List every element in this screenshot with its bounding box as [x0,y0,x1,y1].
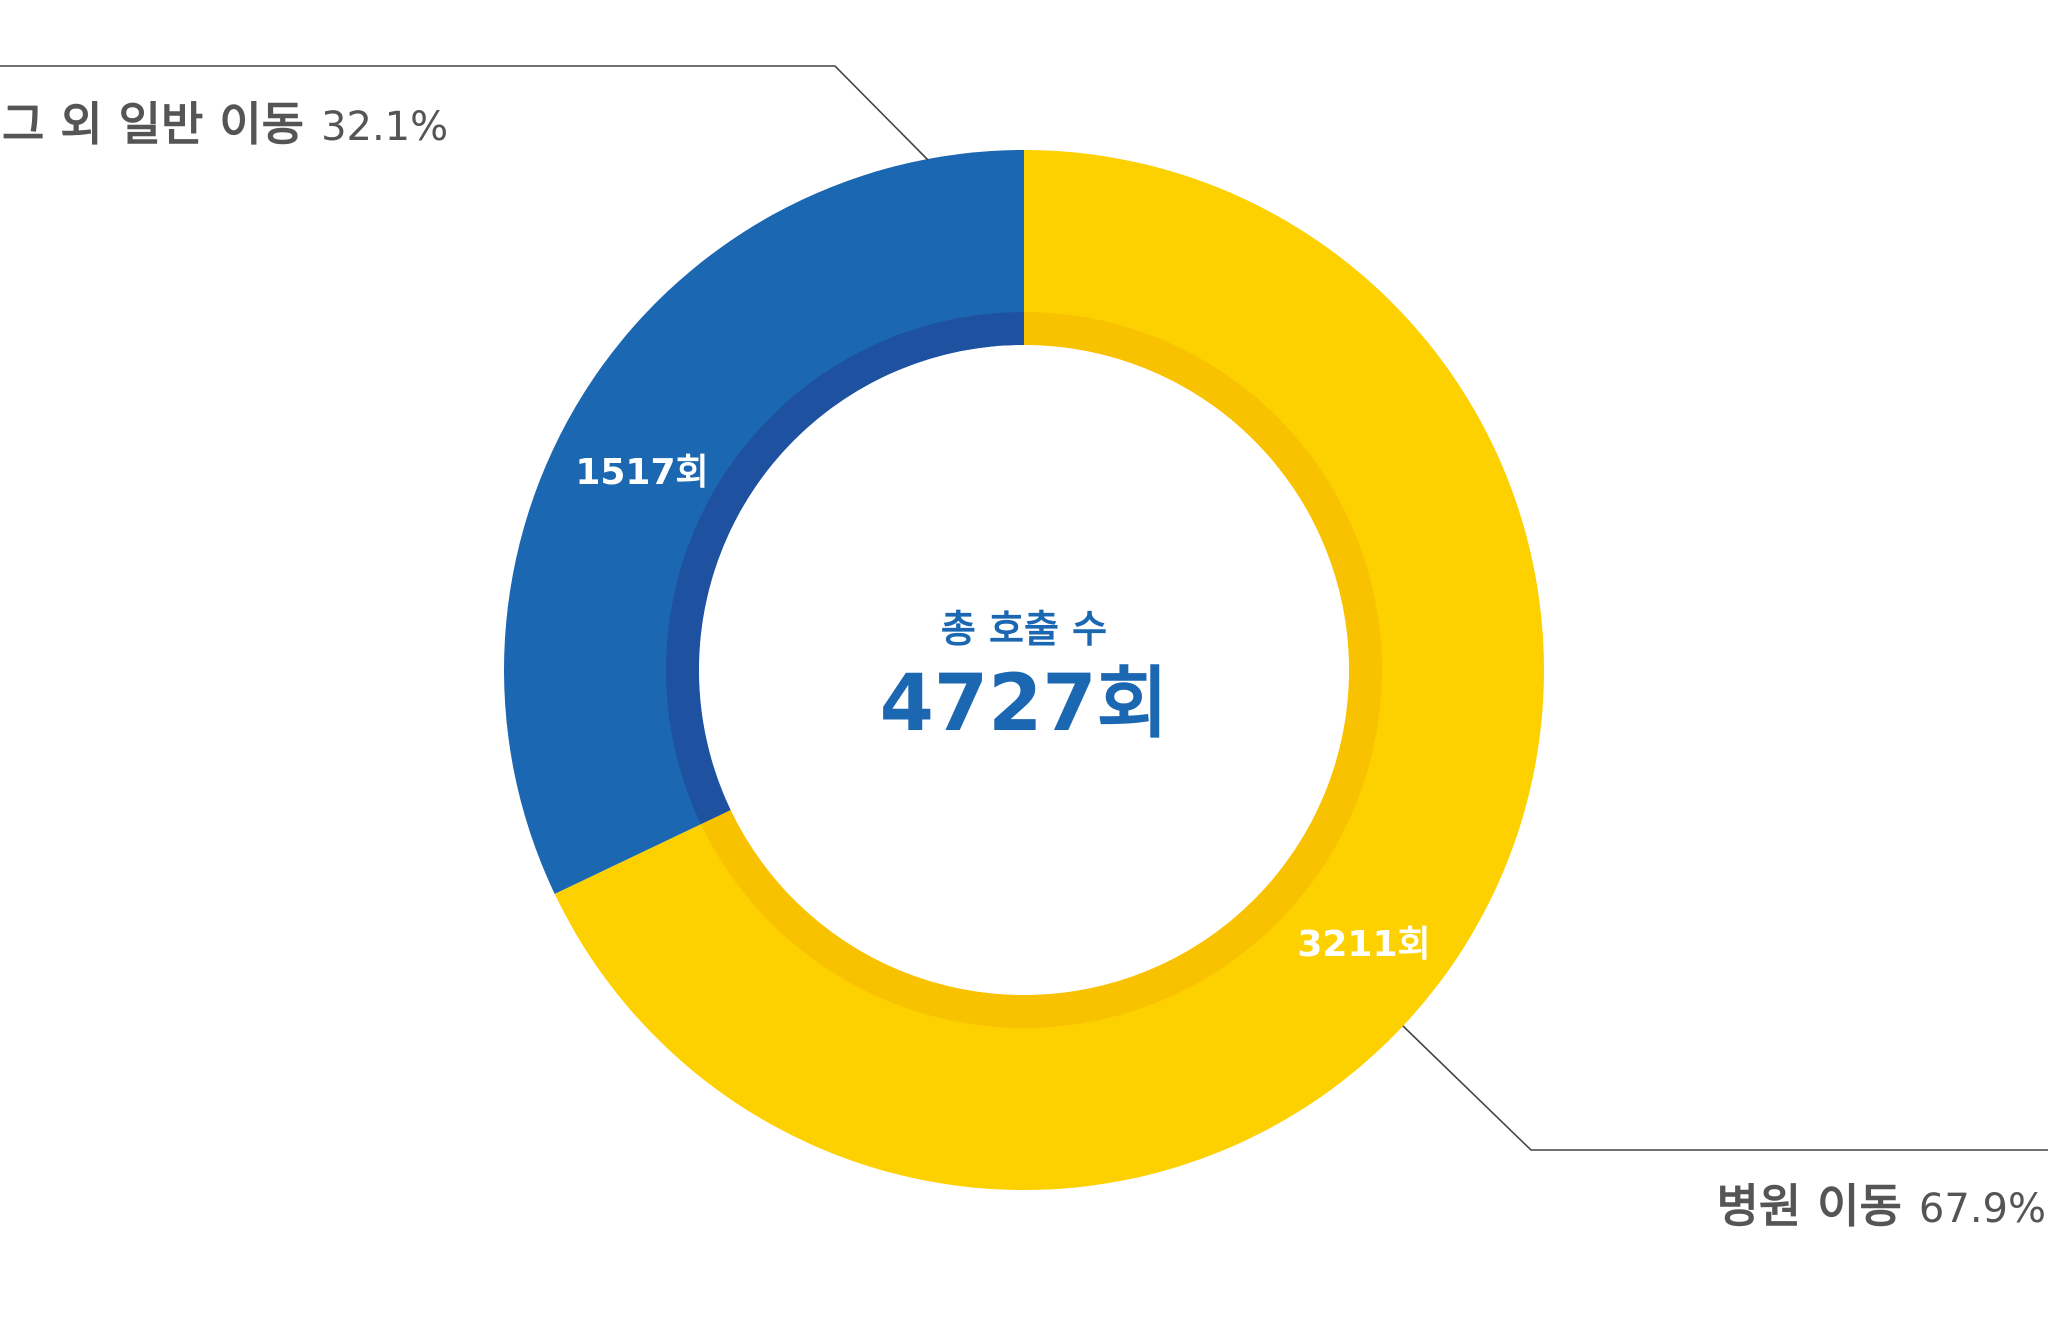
segment-label-hospital: 3211회 [1297,924,1430,965]
legend-other: 그 외 일반 이동 32.1% [2,97,448,151]
segment-label-other: 1517회 [575,452,708,493]
donut-hole [699,345,1349,995]
legend-hospital-name: 병원 이동 [1717,1179,1902,1233]
center-title: 총 호출 수 [941,607,1107,651]
donut-inner-ring-other [666,312,1024,825]
callout-line-hospital [1402,1025,2048,1151]
legend-hospital: 병원 이동 67.9% [1717,1179,2046,1233]
legend-hospital-percent: 67.9% [1919,1186,2046,1232]
center-total: 4727회 [880,659,1169,749]
callout-line-other [0,65,929,161]
donut-inner-rings [666,312,1382,1028]
legend-other-name: 그 외 일반 이동 [2,97,304,151]
donut-slice-other [503,149,1024,894]
legend-other-percent: 32.1% [321,104,448,150]
